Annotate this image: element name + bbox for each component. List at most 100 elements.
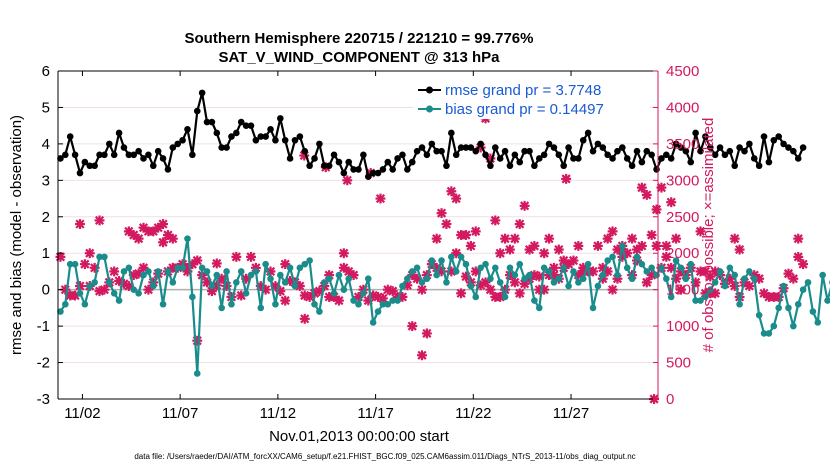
bias-series-point xyxy=(120,268,128,275)
rmse-series-point xyxy=(648,151,655,159)
obs-possible-marker xyxy=(651,240,662,251)
bias-series-point xyxy=(355,300,362,308)
bias-series-point xyxy=(584,260,592,268)
rmse-series-point xyxy=(350,166,357,173)
bias-series-point xyxy=(785,304,792,312)
bias-series-point xyxy=(638,260,646,268)
rmse-series-point xyxy=(658,155,665,162)
obs-possible-marker xyxy=(641,277,652,288)
obs-assimilated-marker xyxy=(798,259,809,270)
y-axis-label: rmse and bias (model - observation) xyxy=(8,115,25,355)
y2-tick-label: 1500 xyxy=(666,282,699,299)
bias-series-point xyxy=(145,268,152,275)
bias-series-point xyxy=(579,275,587,283)
bias-series-point xyxy=(721,282,729,290)
obs-assimilated-marker xyxy=(632,244,642,255)
footnote-file-path: data file: /Users/raeder/DAI/ATM_forcXX/… xyxy=(134,452,635,461)
rmse-series-point xyxy=(71,151,79,159)
bias-series-point xyxy=(159,300,167,308)
legend: rmse grand pr = 3.7748 bias grand pr = 0… xyxy=(414,79,650,119)
rmse-series-point xyxy=(448,129,455,137)
rmse-series-point xyxy=(384,158,392,166)
obs-assimilated-marker xyxy=(539,248,550,259)
bias-series-point xyxy=(267,275,274,283)
rmse-series-point xyxy=(159,155,167,162)
rmse-series-point xyxy=(184,126,191,133)
bias-series-point xyxy=(252,268,260,275)
rmse-series-point xyxy=(140,155,147,162)
rmse-series-point xyxy=(716,144,724,151)
obs-assimilated-marker xyxy=(246,251,256,262)
bias-series-point xyxy=(731,271,739,279)
rmse-series-point xyxy=(687,158,695,166)
rmse-series-point xyxy=(555,151,563,159)
bias-series-point xyxy=(394,297,401,304)
rmse-series-point xyxy=(262,133,269,140)
obs-assimilated-marker xyxy=(167,233,178,244)
plot-area xyxy=(58,71,658,399)
bias-series-point xyxy=(687,260,695,268)
bias-series-point xyxy=(379,300,387,308)
bias-series-point xyxy=(516,260,524,268)
bias-series-point xyxy=(491,264,499,272)
bias-series-point xyxy=(81,300,89,308)
bias-series-point xyxy=(531,297,538,304)
rmse-series-point xyxy=(794,155,802,162)
bias-series-point xyxy=(663,275,670,283)
obs-assimilated-marker xyxy=(695,226,706,237)
rmse-series-point xyxy=(560,162,568,170)
rmse-series-point xyxy=(301,147,309,155)
rmse-series-point xyxy=(272,136,279,144)
rmse-series-point xyxy=(218,144,225,151)
bias-series-point xyxy=(66,260,74,268)
rmse-series-point xyxy=(106,140,113,148)
rmse-series-point xyxy=(179,136,186,144)
bias-series-point xyxy=(291,282,299,290)
bias-series-point xyxy=(223,268,230,275)
rmse-series-point xyxy=(731,162,739,170)
rmse-series-point xyxy=(130,151,138,159)
bias-series-point xyxy=(428,257,436,264)
rmse-series-point xyxy=(86,162,94,170)
bias-series-point xyxy=(457,253,465,261)
bias-series-point xyxy=(550,279,558,286)
bias-series-point xyxy=(208,282,216,290)
rmse-series-point xyxy=(198,89,206,97)
bias-series-point xyxy=(125,264,133,272)
rmse-series-point xyxy=(531,162,538,170)
bias-series-point xyxy=(340,286,348,293)
y-tick-label: 5 xyxy=(42,99,50,116)
obs-assimilated-marker xyxy=(436,208,447,219)
bias-series-point xyxy=(71,260,79,268)
bias-series-point xyxy=(780,282,787,290)
bias-series-point xyxy=(467,282,475,290)
rmse-series-point xyxy=(496,155,504,162)
bias-series-point xyxy=(790,322,797,330)
bias-series-point xyxy=(350,297,357,304)
rmse-series-point xyxy=(604,151,611,159)
rmse-series-point xyxy=(340,169,348,177)
rmse-series-point xyxy=(306,162,313,170)
obs-assimilated-marker xyxy=(94,215,105,226)
rmse-series-point xyxy=(355,166,362,173)
rmse-series-point xyxy=(423,151,431,159)
bias-series-point xyxy=(594,282,602,290)
rmse-series-point xyxy=(110,151,118,159)
bias-series-point xyxy=(482,260,489,268)
rmse-series-point xyxy=(697,147,704,155)
bias-series-point xyxy=(384,300,392,308)
rmse-series-point xyxy=(526,147,533,155)
obs-assimilated-marker xyxy=(153,222,164,233)
bias-series-point xyxy=(775,304,782,312)
rmse-series-point xyxy=(169,144,177,151)
rmse-series-point xyxy=(550,144,558,151)
rmse-series-point xyxy=(790,147,797,155)
y-tick-label: 4 xyxy=(42,136,50,153)
bias-series-point xyxy=(726,264,734,272)
obs-assimilated-marker xyxy=(192,335,203,346)
rmse-series-point xyxy=(438,147,445,155)
bias-series-point xyxy=(374,308,382,315)
legend-bias-label: bias grand pr = 0.14497 xyxy=(445,101,604,118)
rmse-series-point xyxy=(594,140,602,148)
